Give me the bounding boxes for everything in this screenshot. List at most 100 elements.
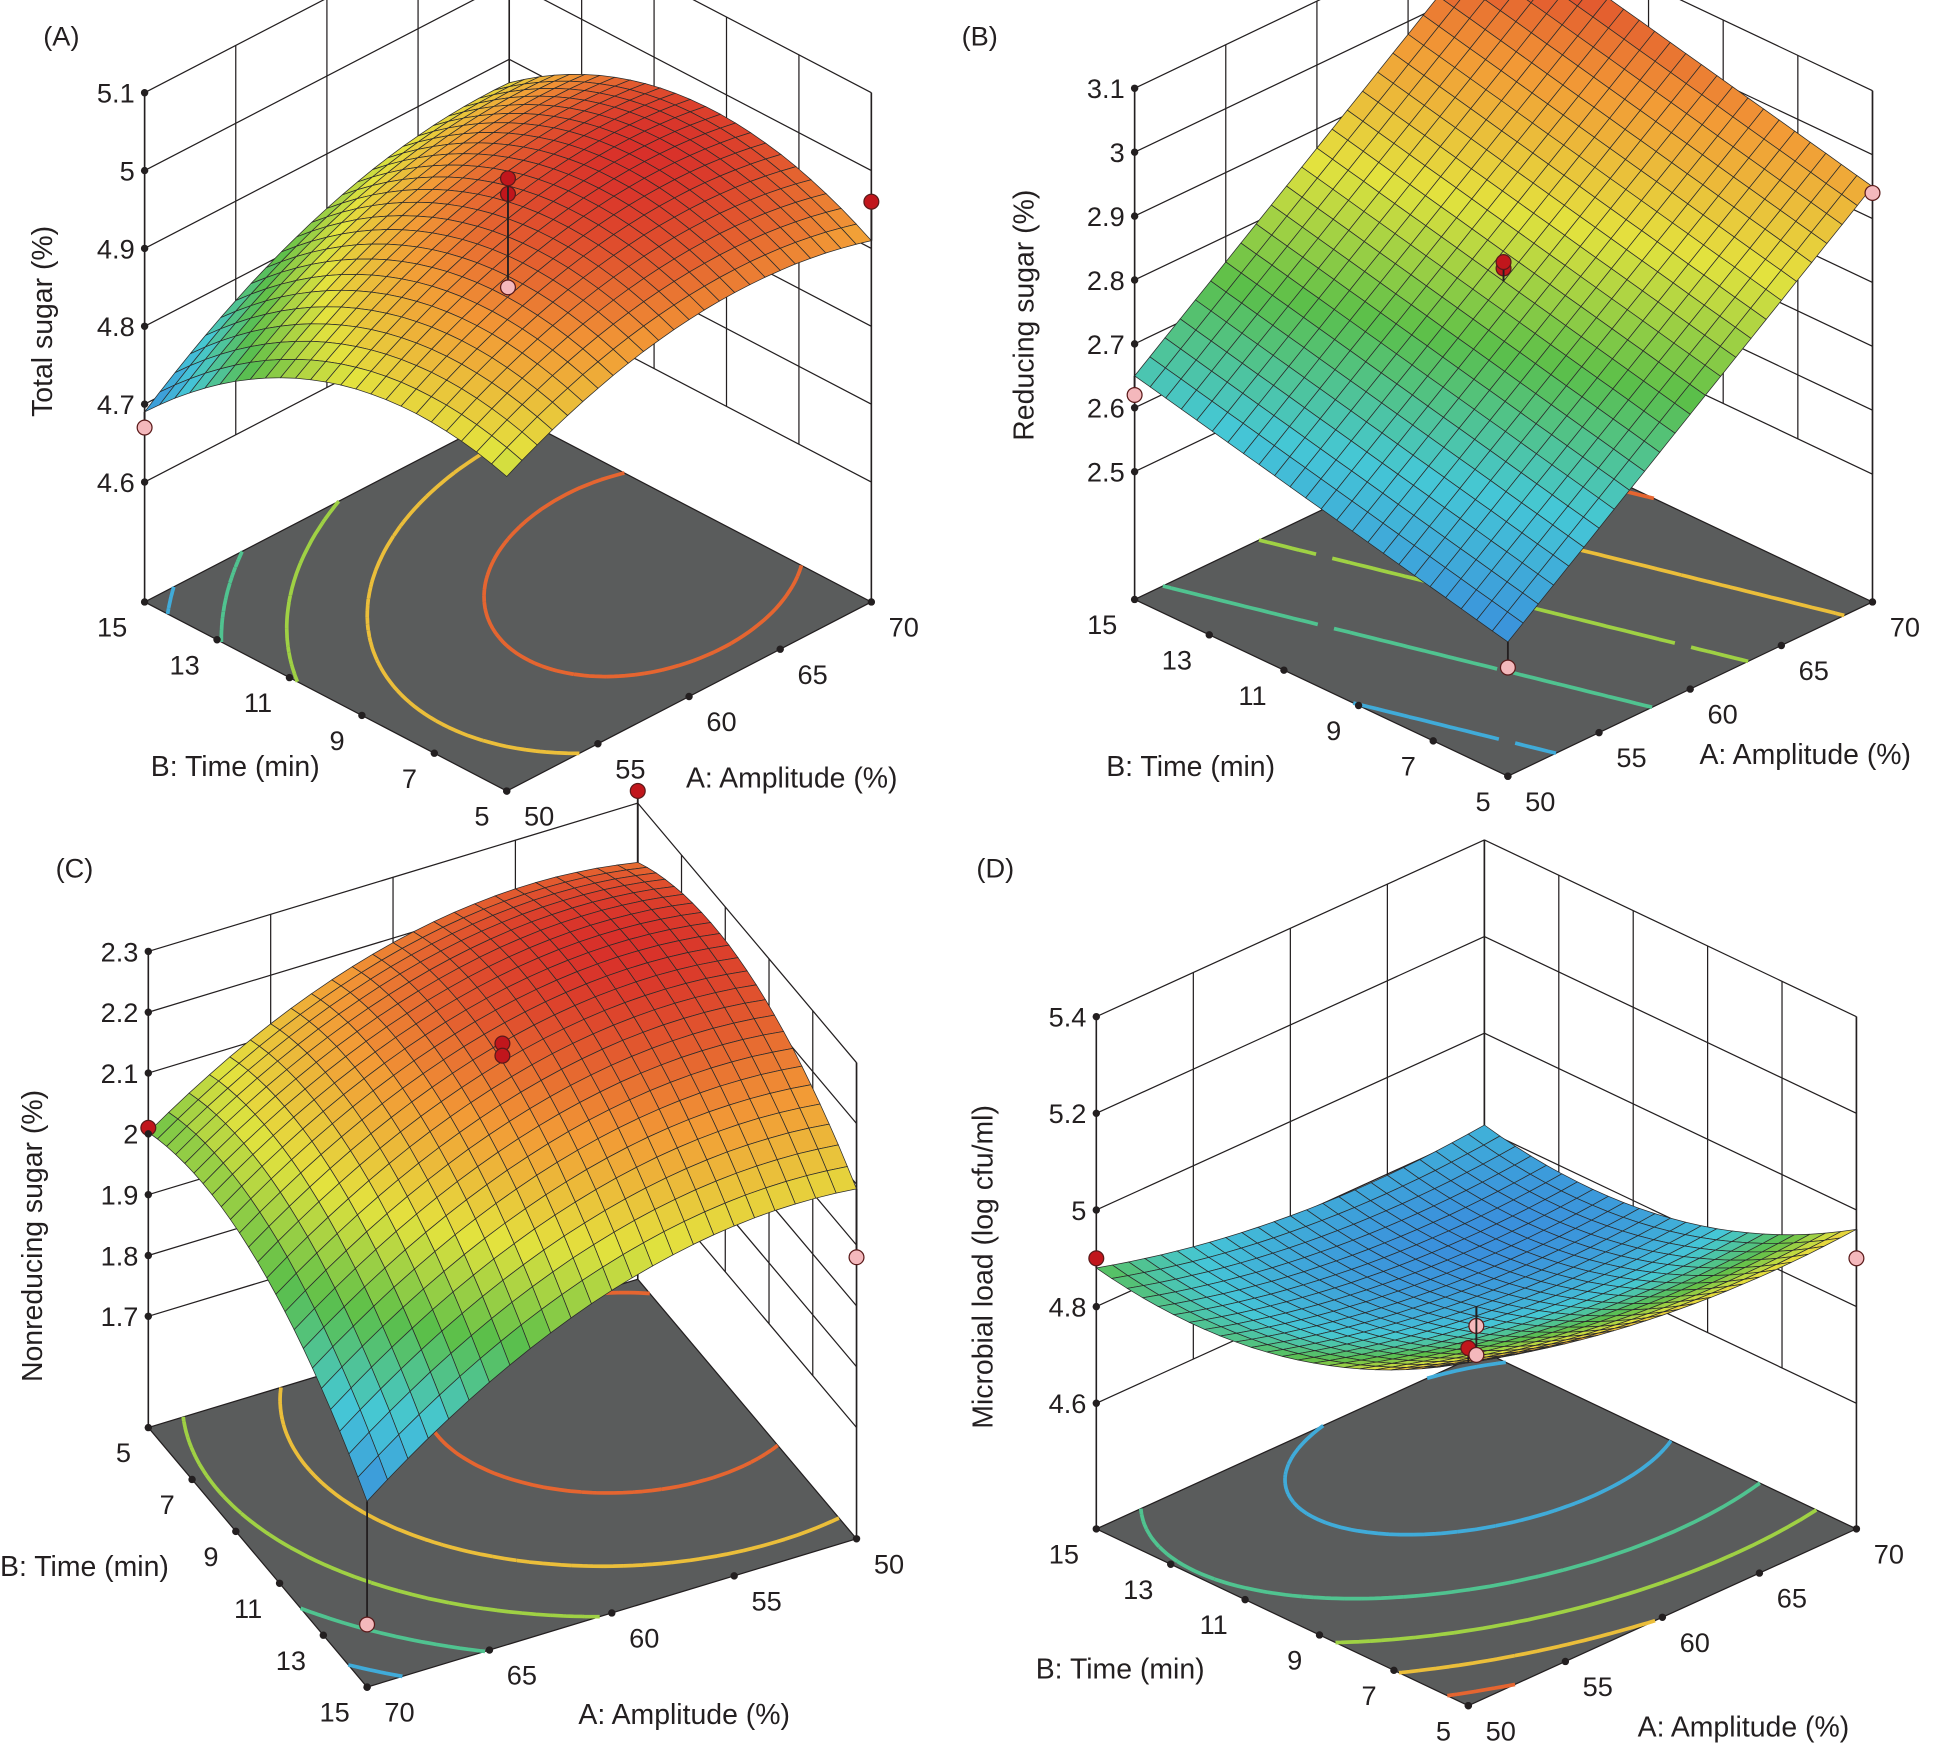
x-tick-label: 55 [1583,1671,1613,1702]
floor-contour-line [347,1663,403,1679]
z-tick [1130,404,1139,412]
z-tick-label: 3.1 [1087,73,1125,104]
y-tick [1354,701,1363,710]
y-tick-label: 11 [1200,1609,1228,1640]
x-axis-title: A: Amplitude (%) [578,1699,790,1731]
y-tick-label: 5 [474,801,489,832]
x-tick [1686,685,1694,693]
y-tick [1280,666,1288,674]
panel-label: (D) [976,853,1014,884]
z-tick-label: 1.7 [101,1301,139,1332]
z-tick-label: 2.3 [101,936,139,967]
z-tick [144,1008,153,1016]
y-tick [1130,595,1139,604]
z-tick-label: 4.7 [97,389,135,420]
surface-mesh-cell [1491,611,1524,643]
z-tick-label: 5.1 [97,78,135,109]
x-tick [594,740,602,748]
surface-plot-panel-c: 1.71.81.922.12.22.35055606570579111315(C… [0,782,904,1731]
z-axis-title: Reducing sugar (%) [1008,190,1040,441]
y-tick-label: 7 [1401,750,1416,781]
design-point [1848,1250,1865,1267]
y-tick-label: 15 [320,1697,350,1728]
y-tick [430,749,439,757]
design-point [1126,386,1143,404]
floor-contour-line [181,1416,600,1619]
x-tick [1658,1613,1667,1621]
floor-contour-line [1335,1508,1818,1645]
x-tick [685,692,693,701]
y-tick [1429,737,1437,745]
x-tick [1868,598,1877,606]
z-tick-label: 2 [123,1119,138,1150]
z-tick [1092,1302,1101,1311]
z-tick-label: 5.4 [1049,1002,1087,1033]
design-point [863,193,880,210]
y-tick-label: 9 [203,1541,218,1572]
y-tick [1315,1631,1324,1639]
x-axis-title: A: Amplitude (%) [1638,1712,1850,1744]
surface-plot-panel-b: 2.5 2.6 2.7 2.8 2.9 3 3.1 50 55 60 65 70 5 7 9 11 13 15 (B… [962,0,1920,817]
x-tick-label: 65 [507,1660,537,1691]
y-tick-label: 13 [1123,1574,1153,1605]
x-tick [1777,641,1786,650]
y-tick-label: 11 [1238,680,1266,711]
panel-label: (C) [56,853,94,884]
z-tick-label: 1.8 [101,1240,139,1271]
wall-gridline [1484,936,1857,1114]
z-tick-label: 2.5 [1087,457,1125,488]
z-tick [140,166,149,175]
y-tick-label: 9 [329,725,344,756]
x-tick [852,1535,861,1543]
z-tick [140,478,149,486]
y-tick [1504,772,1512,780]
design-point [1864,184,1881,202]
y-tick-label: 13 [276,1645,306,1676]
z-tick-label: 2.6 [1087,393,1125,424]
design-point [499,279,517,296]
y-axis-title: B: Time (min) [0,1551,169,1583]
x-tick-label: 65 [1799,655,1829,686]
z-tick [1130,212,1139,220]
z-tick [144,1190,153,1199]
y-tick-label: 7 [1361,1680,1376,1711]
floor-contour-line [365,424,580,756]
x-tick-label: 60 [706,706,736,737]
x-tick-label: 50 [1525,786,1555,817]
z-tick [140,400,149,408]
x-tick [1595,728,1603,737]
floor-contour-line [1398,1618,1656,1675]
x-tick-label: 65 [798,659,828,690]
x-tick [1561,1657,1570,1666]
design-point [494,1047,511,1064]
floor-contour-line [1138,1481,1761,1601]
z-axis-title: Microbial load (log cfu/ml) [967,1105,999,1429]
y-tick-label: 7 [160,1489,175,1520]
response-surface [1134,0,1874,643]
x-tick-label: 65 [1777,1583,1807,1614]
surface-mesh-cell [357,1454,388,1503]
z-tick-label: 5.2 [1049,1098,1087,1129]
design-point [629,782,646,799]
surface-mesh-cell [1568,0,1583,7]
y-tick [140,598,149,606]
response-surface [147,861,858,1503]
z-tick [144,1130,153,1138]
y-tick-label: 11 [234,1593,262,1624]
y-tick [1241,1595,1249,1604]
x-axis-title: A: Amplitude (%) [1699,739,1911,771]
x-tick-label: 55 [751,1585,781,1616]
z-tick-label: 5 [120,155,135,186]
z-tick [1092,1109,1101,1118]
y-axis-title: B: Time (min) [151,751,320,783]
design-point [1088,1250,1105,1267]
y-tick-label: 11 [244,687,272,718]
y-axis-title: B: Time (min) [1036,1653,1205,1685]
design-point [1495,254,1512,271]
y-tick-label: 15 [97,612,127,643]
y-tick [358,711,366,720]
y-tick [1205,631,1213,639]
y-tick [363,1683,371,1691]
z-tick-label: 3 [1110,137,1125,168]
z-tick [144,1069,153,1077]
